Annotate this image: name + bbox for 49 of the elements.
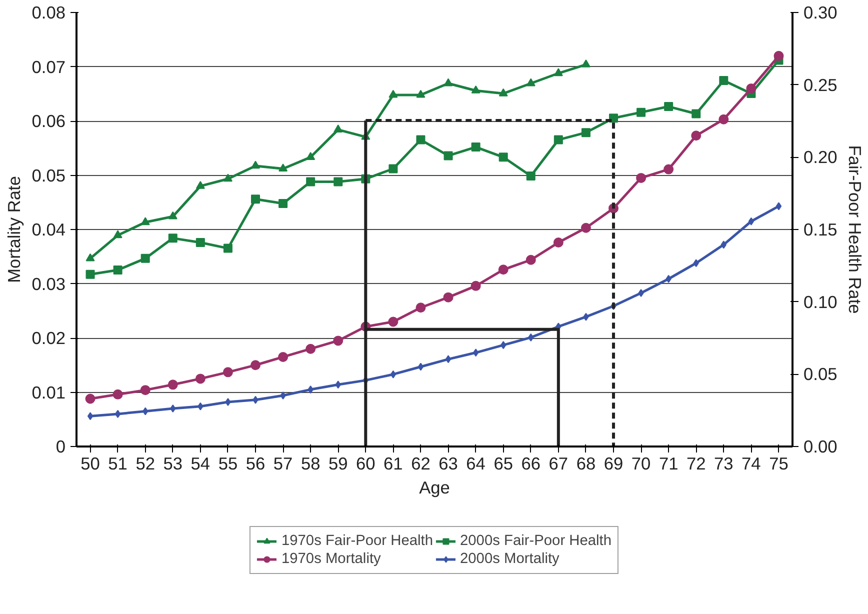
y2-tick-label: 0.05 xyxy=(804,364,838,384)
legend-label: 2000s Mortality xyxy=(460,551,560,567)
x-tick-label: 75 xyxy=(769,454,788,474)
x-tick-label: 70 xyxy=(631,454,651,474)
x-tick-label: 53 xyxy=(163,454,183,474)
x-tick-label: 62 xyxy=(411,454,430,474)
y2-tick-label: 0.00 xyxy=(804,436,838,456)
x-tick-label: 51 xyxy=(108,454,128,474)
x-tick-label: 59 xyxy=(328,454,348,474)
x-tick-label: 56 xyxy=(246,454,266,474)
y-tick-label: 0.02 xyxy=(32,328,66,348)
y2-tick-label: 0.25 xyxy=(804,74,838,95)
y-tick-label: 0.03 xyxy=(32,274,66,294)
x-tick-label: 61 xyxy=(384,454,403,474)
y2-tick-label: 0.30 xyxy=(804,2,838,22)
y-tick-label: 0.08 xyxy=(32,2,66,22)
y-tick-label: 0 xyxy=(56,436,66,456)
x-tick-label: 73 xyxy=(714,454,734,474)
x-tick-label: 65 xyxy=(494,454,513,474)
y-tick-label: 0.01 xyxy=(32,382,66,402)
x-tick-label: 60 xyxy=(356,454,376,474)
x-tick-label: 57 xyxy=(273,454,293,474)
x-tick-label: 63 xyxy=(438,454,458,474)
x-tick-label: 58 xyxy=(300,454,320,474)
legend-label: 1970s Mortality xyxy=(281,551,381,567)
x-tick-label: 71 xyxy=(658,454,678,474)
y-tick-label: 0.04 xyxy=(32,220,66,240)
y-tick-label: 0.06 xyxy=(32,111,66,131)
y2-tick-label: 0.15 xyxy=(804,220,838,240)
legend-label: 2000s Fair-Poor Health xyxy=(460,533,612,549)
x-tick-label: 55 xyxy=(218,454,238,474)
y-axis-title: Mortality Rate xyxy=(4,176,24,283)
x-tick-label: 50 xyxy=(80,454,100,474)
x-tick-label: 68 xyxy=(576,454,596,474)
x-tick-label: 69 xyxy=(604,454,624,474)
legend-label: 1970s Fair-Poor Health xyxy=(281,533,433,549)
y2-axis-title: Fair-Poor Health Rate xyxy=(845,145,866,314)
x-tick-label: 54 xyxy=(190,454,210,474)
y2-tick-label: 0.10 xyxy=(804,292,838,312)
x-tick-label: 72 xyxy=(686,454,706,474)
x-axis-title: Age xyxy=(419,478,450,498)
x-tick-label: 66 xyxy=(521,454,541,474)
y-tick-label: 0.07 xyxy=(32,56,66,77)
y2-tick-label: 0.20 xyxy=(804,147,838,168)
x-tick-label: 64 xyxy=(466,454,486,474)
y-tick-label: 0.05 xyxy=(32,165,66,186)
x-tick-label: 52 xyxy=(136,454,155,474)
x-tick-label: 74 xyxy=(742,454,762,474)
x-tick-label: 67 xyxy=(548,454,568,474)
